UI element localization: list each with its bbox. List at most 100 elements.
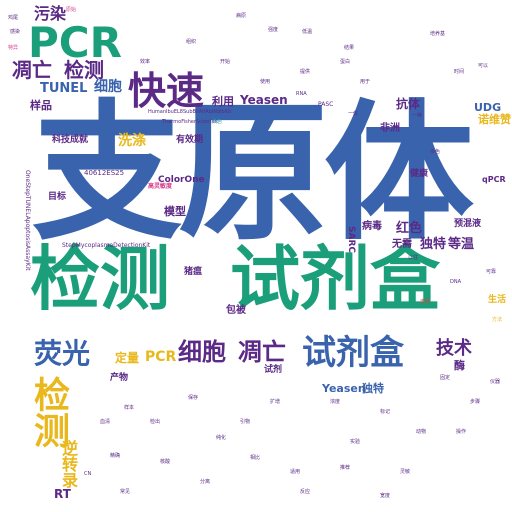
- word-nuoweizan: 诺维赞: [478, 113, 511, 126]
- word-diaowang-jiance: 凋亡: [12, 58, 52, 82]
- word-baobei: 包被: [226, 305, 246, 316]
- word-humanibu: HumanIbuEL8SubBilAlfAbiNdibKit: [148, 109, 232, 115]
- word-rt: RT: [54, 487, 71, 501]
- word-gaolingmindu: 高灵敏度: [148, 183, 173, 190]
- word-feizhou: 非洲: [380, 123, 400, 134]
- word-xueqing: 血清: [100, 419, 111, 425]
- word-liyong: 利用: [212, 95, 234, 108]
- word-peiyangji: 培养基: [430, 31, 446, 37]
- word-yeasen-top: Yeasen: [240, 93, 288, 107]
- word-shijihe-large: 试剂盒: [230, 238, 440, 320]
- word-changjian: 常见: [120, 489, 131, 495]
- word-youxiaoqi: 有效期: [176, 135, 204, 145]
- word-tunel: TUNEL: [40, 81, 88, 96]
- word-fanying: 反应: [300, 489, 311, 495]
- word-zuzhi: 组织: [186, 39, 197, 45]
- word-ranse: 染色: [212, 119, 223, 125]
- word-kejichengjiu: 科技成就: [52, 135, 89, 145]
- word-dute-bottom: 独特: [362, 382, 384, 395]
- word-yangben: 样本: [124, 405, 135, 411]
- word-shiyong: 使用: [260, 79, 271, 85]
- word-quchu: 去除: [420, 299, 431, 305]
- word-dingliang: 定量: [115, 351, 140, 365]
- word-jingque: 精确: [110, 453, 121, 459]
- word-yiti: 一体: [348, 111, 359, 117]
- word-yiqi: 仪器: [490, 379, 501, 385]
- word-pcr-small: PCR: [145, 349, 177, 365]
- word-fangfa: 方法: [492, 317, 503, 323]
- word-hesuan: 核酸: [160, 459, 171, 465]
- word-teyi: 特异: [8, 45, 19, 51]
- word-zhuwen: 猪瘟: [184, 267, 203, 277]
- word-kuaisu: 快速: [128, 69, 205, 113]
- word-danbai: 蛋白: [340, 59, 351, 65]
- word-buzhou: 步骤: [470, 399, 481, 405]
- word-moxing: 模型: [164, 205, 186, 218]
- word-onesteptunel: OneStepTUNELApoptosisAssayKit: [24, 170, 31, 271]
- word-tigong: 提供: [300, 69, 311, 75]
- word-bingdu: 病毒: [362, 221, 382, 232]
- word-jieguo: 结果: [344, 45, 355, 51]
- word-thermofisher: ThermoFisherScientific: [162, 119, 219, 125]
- word-baocun: 保存: [188, 395, 199, 401]
- word-chanwu: 产物: [110, 373, 129, 383]
- word-caozuo: 操作: [456, 429, 467, 435]
- word-duose: 多色: [430, 149, 441, 155]
- word-yuhunye: 预混液: [454, 219, 482, 229]
- word-cn: CN: [84, 471, 92, 477]
- word-jiance-vertical: 检测: [28, 376, 69, 448]
- word-kangti: 抗体: [396, 97, 421, 111]
- word-xiangbi: 相比: [250, 455, 261, 461]
- word-diwen: 低温: [302, 29, 313, 35]
- word-biaoji: 标记: [380, 409, 391, 415]
- word-bingyuan: 病原: [236, 13, 247, 19]
- word-mei: 酶: [454, 359, 465, 372]
- word-dengwen: 等温: [448, 237, 475, 252]
- word-shenghuo: 生活: [488, 295, 507, 305]
- word-pasc: PASC: [318, 101, 334, 108]
- word-jiance-large: 检测: [30, 238, 170, 320]
- word-hongse: 红色: [396, 221, 423, 236]
- word-nizhuanlu: 逆转录: [59, 440, 78, 488]
- word-yeasen-bottom: Yeasen: [322, 382, 366, 395]
- word-jiance-small: 检测: [64, 58, 104, 82]
- word-40612es25: 40612ES25: [84, 169, 125, 177]
- word-qpcr: qPCR: [482, 175, 506, 184]
- word-dute-right: 独特: [420, 237, 447, 252]
- word-shijian: 时间: [454, 69, 465, 75]
- word-dna: DNA: [450, 279, 462, 285]
- word-xidi: 洗涤: [118, 133, 146, 149]
- word-stepmycoplasma: StepMycoplasmaDetectionKit: [62, 242, 151, 249]
- word-yinwu: 引物: [240, 419, 251, 425]
- word-fenli: 分离: [200, 479, 211, 485]
- word-kaishi: 开始: [220, 59, 231, 65]
- word-kekao: 可靠: [486, 269, 497, 275]
- word-xibao-small: 细胞: [94, 79, 122, 95]
- word-shiji: 试剂: [264, 365, 283, 375]
- word-shiyong2: 适用: [290, 469, 301, 475]
- word-yongyu: 用于: [360, 79, 371, 85]
- word-qiangdu: 强度: [268, 27, 279, 33]
- word-guding: 固定: [440, 375, 451, 381]
- word-sarc: SARC: [346, 226, 356, 253]
- word-wuran: 污染: [34, 4, 67, 23]
- word-yuanshi: 原始: [66, 7, 77, 13]
- word-lingmin: 灵敏: [400, 469, 411, 475]
- word-dongwu: 动物: [416, 429, 427, 435]
- word-kuandu: 宽度: [380, 493, 391, 499]
- word-nongdu: 浓度: [330, 399, 341, 405]
- word-colorone: ColorOne: [158, 175, 205, 185]
- word-shiyan: 实验: [350, 439, 361, 445]
- word-ganran: 感染: [10, 29, 21, 35]
- word-yizhong: 一种: [412, 113, 423, 119]
- word-wuxu: 无需: [392, 239, 412, 250]
- word-yangpin: 样品: [30, 99, 52, 112]
- word-keyi: 可以: [478, 63, 489, 69]
- word-shijihe-mid: 试剂盒: [302, 333, 404, 373]
- word-udg: UDG: [474, 101, 502, 114]
- word-jishu: 技术: [436, 338, 472, 359]
- word-kuozeng: 扩增: [270, 399, 281, 405]
- word-mubiao: 目标: [48, 192, 67, 202]
- word-jiwei: 鸡尾: [8, 15, 19, 21]
